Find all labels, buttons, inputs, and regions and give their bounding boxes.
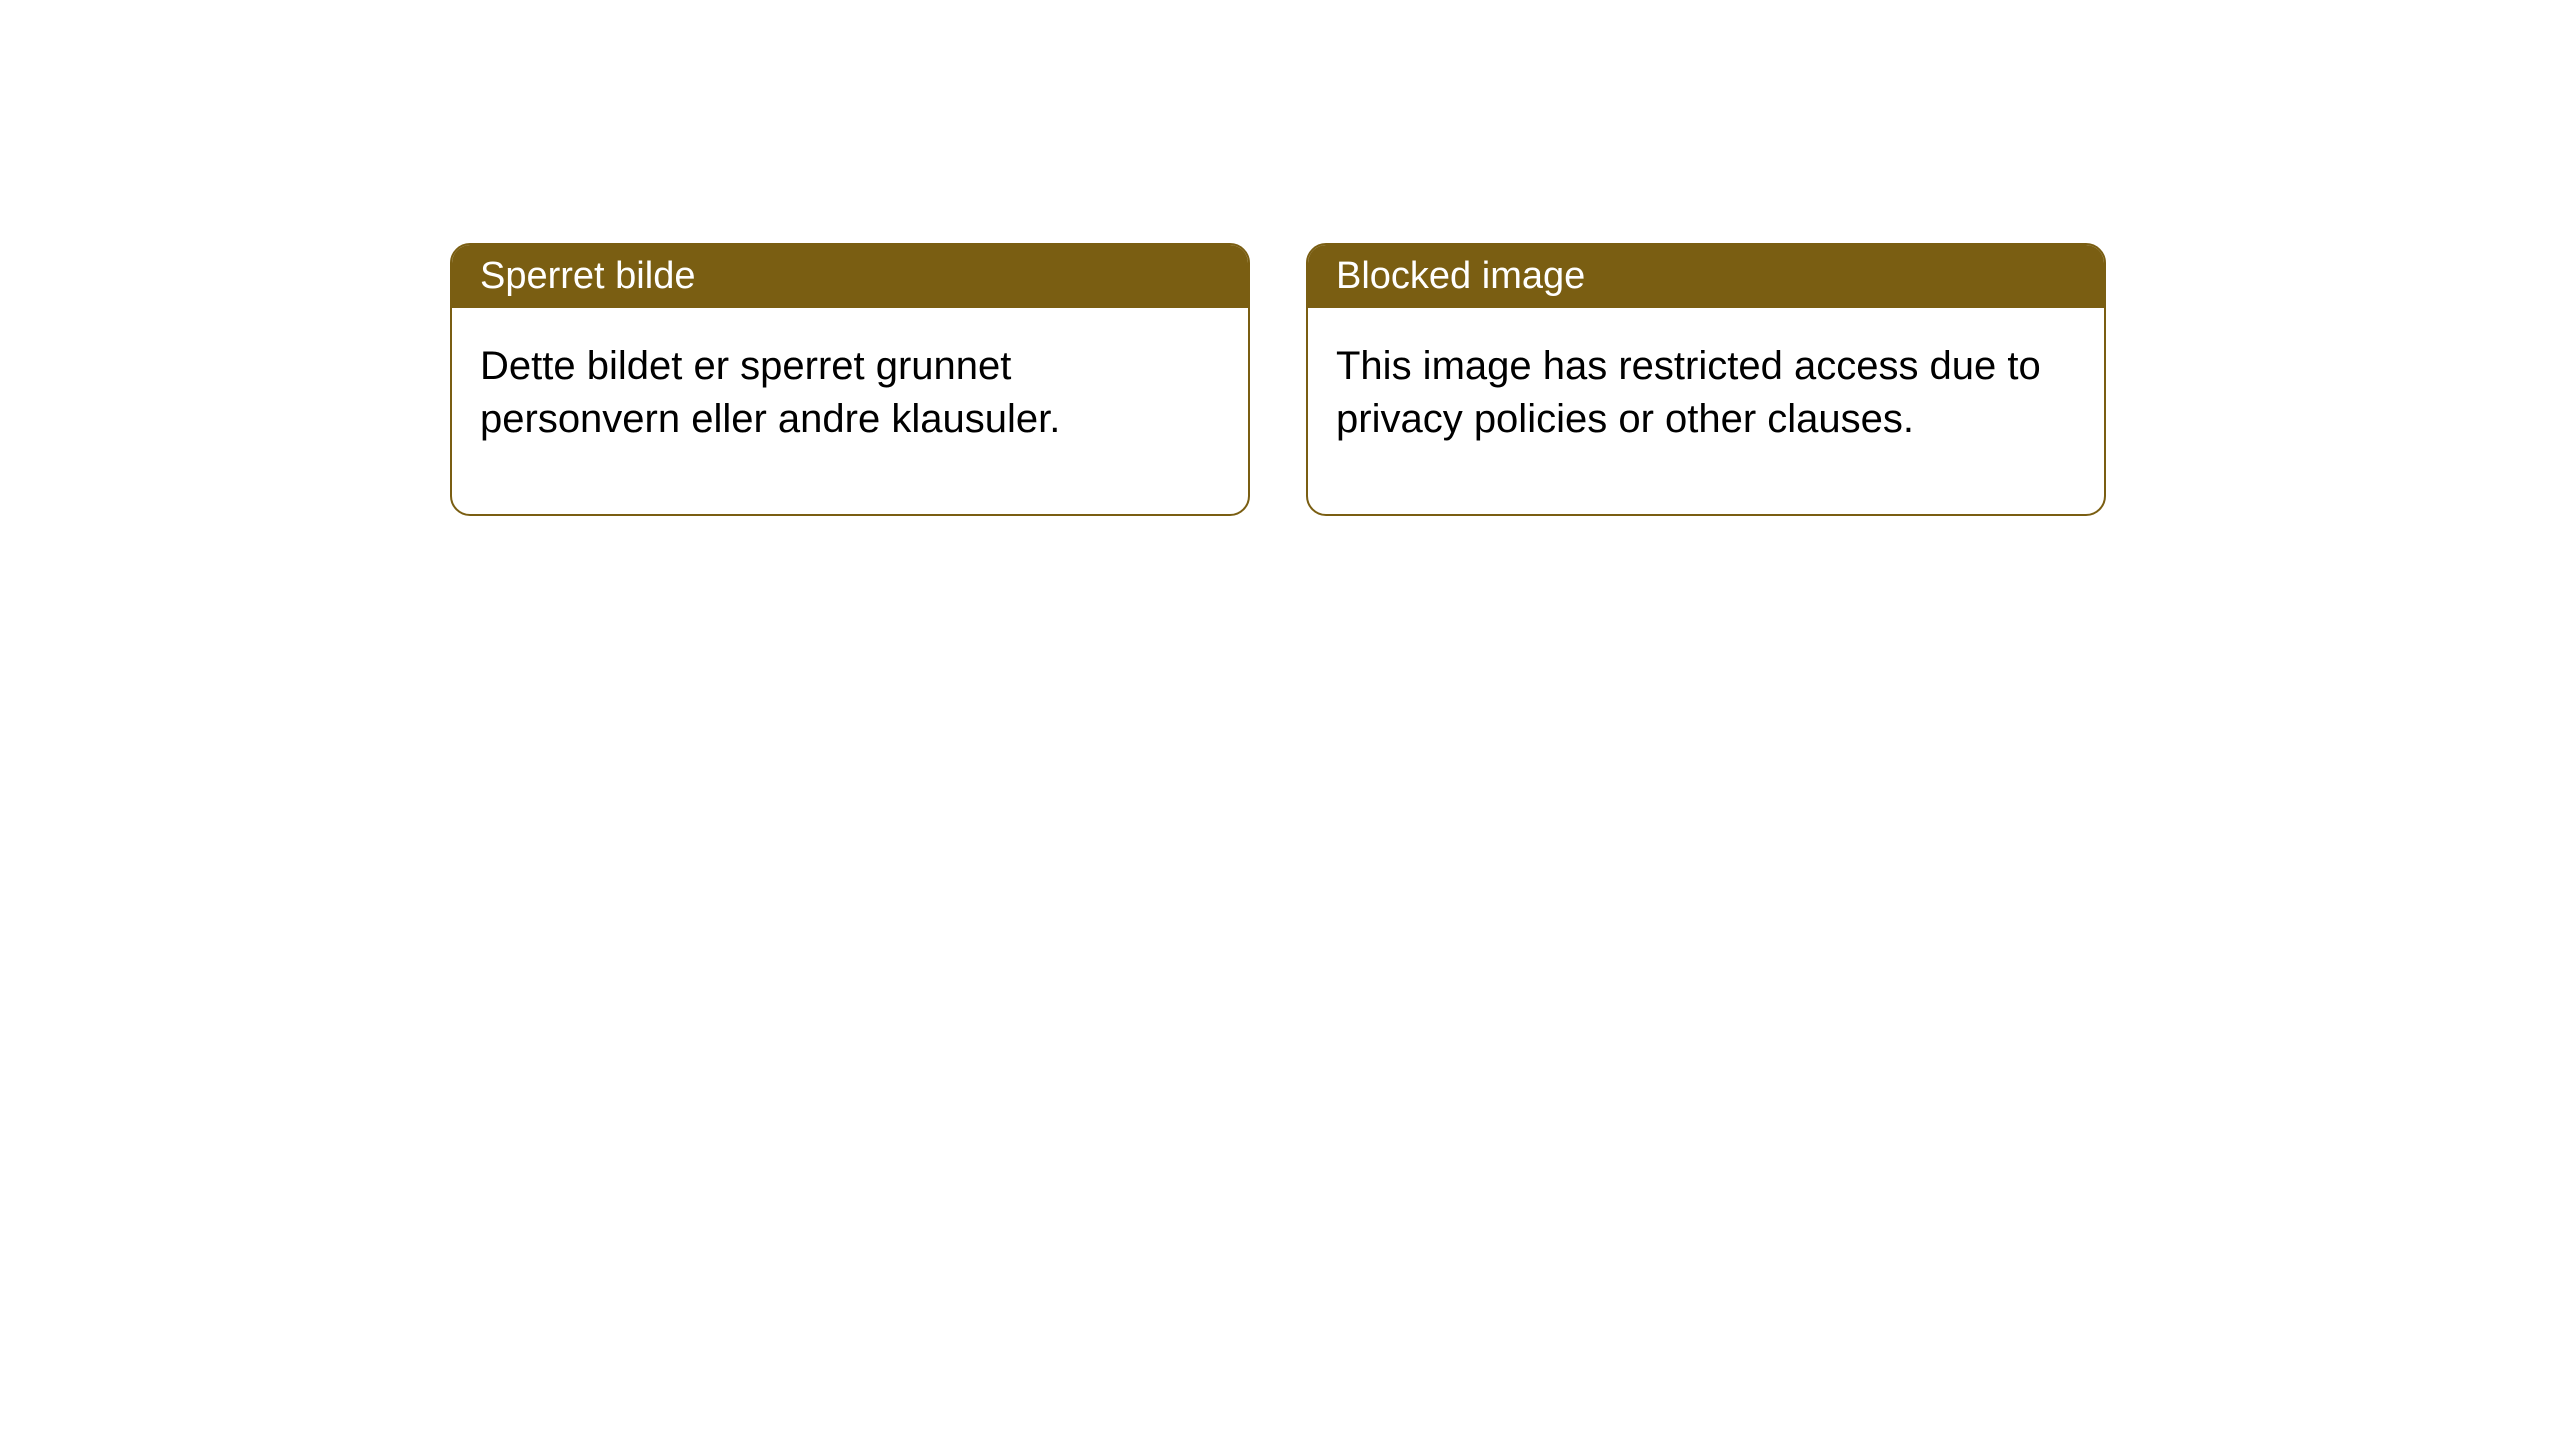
card-title: Sperret bilde [480,255,695,297]
card-body-norwegian: Dette bildet er sperret grunnet personve… [452,308,1248,514]
card-header-english: Blocked image [1308,245,2104,308]
card-text: This image has restricted access due to … [1336,344,2041,441]
cards-container: Sperret bilde Dette bildet er sperret gr… [0,0,2560,516]
card-english: Blocked image This image has restricted … [1306,243,2106,516]
card-text: Dette bildet er sperret grunnet personve… [480,344,1060,441]
card-norwegian: Sperret bilde Dette bildet er sperret gr… [450,243,1250,516]
card-header-norwegian: Sperret bilde [452,245,1248,308]
card-title: Blocked image [1336,255,1585,297]
card-body-english: This image has restricted access due to … [1308,308,2104,514]
